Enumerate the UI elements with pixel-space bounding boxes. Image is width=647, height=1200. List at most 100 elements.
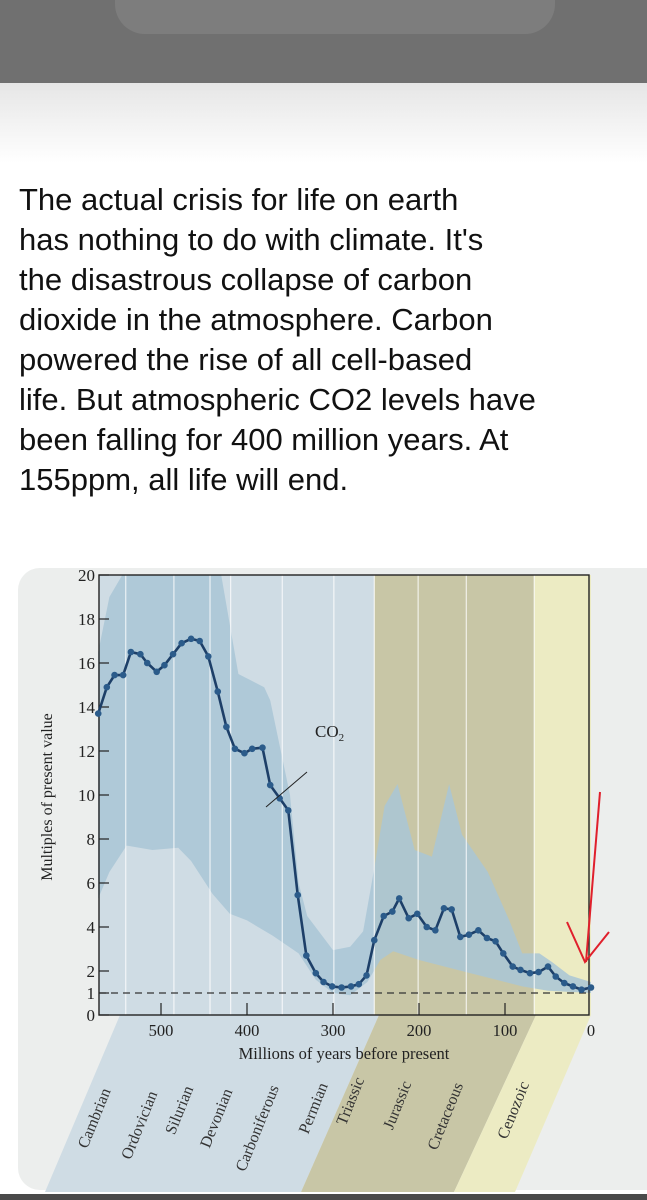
era-band-under-0: [45, 1015, 379, 1192]
y-tick-label: 10: [78, 786, 95, 805]
co2-data-point: [231, 745, 239, 753]
header-fade: [0, 83, 647, 163]
y-tick-label: 16: [78, 654, 95, 673]
co2-data-point: [266, 781, 274, 789]
co2-data-point: [440, 905, 448, 912]
uncertainty-band: [98, 575, 591, 996]
co2-data-point: [475, 927, 482, 934]
co2-data-point: [413, 910, 421, 918]
co2-data-point: [111, 671, 118, 679]
co2-data-point: [432, 927, 439, 934]
co2-data-point: [465, 931, 473, 938]
co2-data-point: [587, 984, 595, 991]
post-line: 155ppm, all life will end.: [19, 462, 349, 497]
co2-data-point: [103, 683, 111, 691]
x-tick-label: 200: [407, 1021, 432, 1040]
post-line: the disastrous collapse of carbon: [19, 262, 473, 297]
y-tick-label: 0: [87, 1006, 96, 1025]
co2-data-point: [338, 984, 345, 991]
co2-data-point: [405, 914, 412, 922]
co2-data-point: [561, 979, 568, 987]
post-line: dioxide in the atmosphere. Carbon: [19, 302, 493, 337]
x-tick-label: 100: [493, 1021, 518, 1040]
x-tick-label: 500: [149, 1021, 174, 1040]
co2-data-point: [395, 895, 403, 902]
era-band-under-1: [301, 1015, 536, 1192]
co2-data-point: [205, 653, 212, 660]
era-background-2: [534, 575, 591, 1015]
x-tick-label: 0: [587, 1021, 595, 1040]
x-tick-label: 300: [321, 1021, 346, 1040]
co2-data-point: [303, 952, 310, 959]
co2-data-point: [137, 650, 144, 658]
co2-data-point: [248, 745, 256, 753]
co2-data-point: [153, 668, 160, 676]
co2-data-point: [178, 639, 185, 647]
post-text: The actual crisis for life on earth has …: [19, 180, 639, 500]
co2-data-point: [483, 934, 491, 942]
post-line: life. But atmospheric CO2 levels have: [19, 382, 536, 417]
co2-data-point: [284, 807, 292, 814]
co2-data-point: [456, 933, 464, 941]
co2-data-point: [241, 749, 248, 757]
y-tick-label: 8: [87, 830, 96, 849]
co2-data-point: [389, 908, 396, 915]
co2-data-point: [94, 710, 102, 717]
post-line: The actual crisis for life on earth: [19, 182, 459, 217]
co2-data-point: [276, 795, 283, 802]
top-bar-notch: [115, 0, 555, 34]
co2-data-point: [492, 938, 499, 945]
y-tick-label: 2: [87, 962, 96, 981]
co2-data-point: [214, 688, 222, 695]
co2-data-point: [517, 966, 524, 974]
arrow-shaft: [585, 791, 601, 963]
co2-data-point: [569, 983, 577, 990]
co2-data-point: [223, 723, 230, 731]
co2-data-point: [196, 637, 203, 645]
co2-data-point: [187, 635, 195, 643]
co2-data-point: [161, 661, 168, 669]
co2-label-leader: [265, 771, 308, 808]
co2-data-point: [535, 968, 542, 976]
y-tick-label: 12: [78, 742, 95, 761]
bottom-bar: [0, 1194, 647, 1200]
y-tick-label: 20: [78, 566, 95, 585]
co2-data-point: [347, 983, 355, 990]
co2-data-point: [127, 648, 135, 656]
post-line: been falling for 400 million years. At: [19, 422, 509, 457]
co2-data-point: [143, 659, 151, 667]
co2-data-point: [355, 980, 363, 988]
co2-data-point: [119, 671, 127, 679]
co2-data-point: [423, 923, 431, 931]
y-tick-label: 6: [87, 874, 96, 893]
y-tick-label: 14: [78, 698, 96, 717]
x-axis-title: Millions of years before present: [239, 1044, 450, 1063]
co2-data-point: [312, 969, 320, 977]
co2-data-point: [380, 912, 388, 920]
y-tick-label: 4: [87, 918, 96, 937]
y-axis-title: Multiples of present value: [39, 713, 56, 881]
arrow-head: [566, 921, 610, 964]
co2-data-point: [169, 650, 177, 658]
co2-data-point: [328, 983, 336, 990]
post-line: has nothing to do with climate. It's: [19, 222, 484, 257]
co2-data-point: [294, 891, 302, 899]
co2-data-point: [552, 973, 560, 980]
co2-data-point: [544, 963, 552, 970]
co2-data-point: [320, 978, 327, 986]
y-tick-label: 1: [87, 984, 96, 1003]
y-tick-label: 18: [78, 610, 95, 629]
co2-data-point: [370, 936, 378, 944]
co2-data-point: [448, 906, 455, 913]
post-line: powered the rise of all cell-based: [19, 342, 473, 377]
co2-series-line: [96, 637, 592, 992]
red-arrow-annotation: [566, 791, 610, 964]
top-bar: [0, 0, 647, 83]
x-tick-label: 400: [235, 1021, 260, 1040]
co2-data-point: [259, 744, 266, 751]
co2-data-point: [499, 950, 507, 957]
co2-data-point: [526, 969, 534, 977]
co2-data-point: [509, 963, 517, 970]
co2-data-point: [363, 972, 370, 979]
